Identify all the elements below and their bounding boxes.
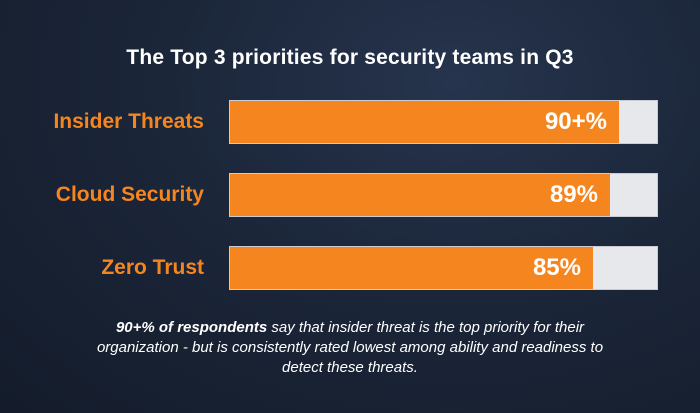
bar [230,247,593,289]
bar [230,174,610,216]
bar-value-label: 89% [549,181,598,208]
chart-title: The Top 3 priorities for security teams … [126,46,574,69]
bar-track: 85% [229,246,658,290]
bar-track: 89% [229,173,658,217]
bar-value-label: 85% [532,254,581,281]
bar-value-label: 90+% [544,108,607,135]
category-label: Insider Threats [53,110,204,133]
bar [230,101,619,143]
footnote-highlight: 90+% of respondents [115,319,268,336]
category-label: Cloud Security [55,183,204,206]
footnote: 90+% of respondents say that insider thr… [90,318,610,378]
footnote-text: say that insider threat is the top prior… [96,319,604,376]
bar-track: 90+% [229,100,658,144]
category-label: Zero Trust [101,256,204,279]
